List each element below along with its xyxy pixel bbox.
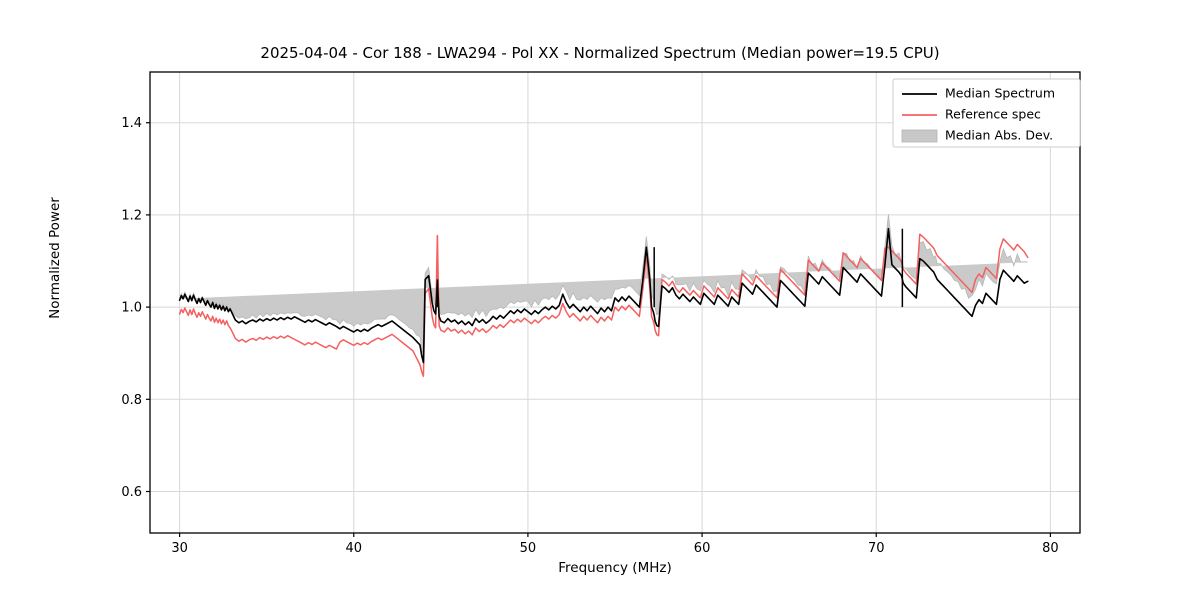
- legend-label: Median Spectrum: [945, 86, 1055, 101]
- x-tick-label: 60: [694, 541, 711, 556]
- y-tick-label: 0.8: [121, 393, 142, 408]
- chart-title: 2025-04-04 - Cor 188 - LWA294 - Pol XX -…: [260, 44, 940, 62]
- x-tick-label: 40: [345, 541, 362, 556]
- legend-label: Median Abs. Dev.: [945, 128, 1053, 143]
- legend-label: Reference spec: [945, 107, 1041, 122]
- y-tick-label: 1.2: [121, 208, 142, 223]
- x-tick-label: 30: [171, 541, 188, 556]
- axis-ticks: 0.6 0.8 1.0 1.2 1.4 30 40 50 60 70 80: [121, 116, 1058, 556]
- x-tick-label: 70: [868, 541, 885, 556]
- plot-frame: [149, 71, 1081, 534]
- y-tick-label: 1.0: [121, 301, 142, 316]
- series-lines: [178, 227, 1029, 378]
- legend-swatch-band: [901, 129, 938, 143]
- series-line-median-spectrum: [178, 227, 1029, 364]
- legend-box: [892, 78, 1081, 148]
- y-tick-label: 0.6: [121, 485, 142, 500]
- x-tick-label: 50: [520, 541, 537, 556]
- chart-legend: Median Spectrum Reference spec Median Abs.…: [892, 78, 1081, 148]
- series-line-reference-spec: [178, 233, 1029, 378]
- x-tick-label: 80: [1042, 541, 1059, 556]
- y-tick-label: 1.4: [121, 116, 142, 131]
- x-axis-label: Frequency (MHz): [558, 560, 672, 576]
